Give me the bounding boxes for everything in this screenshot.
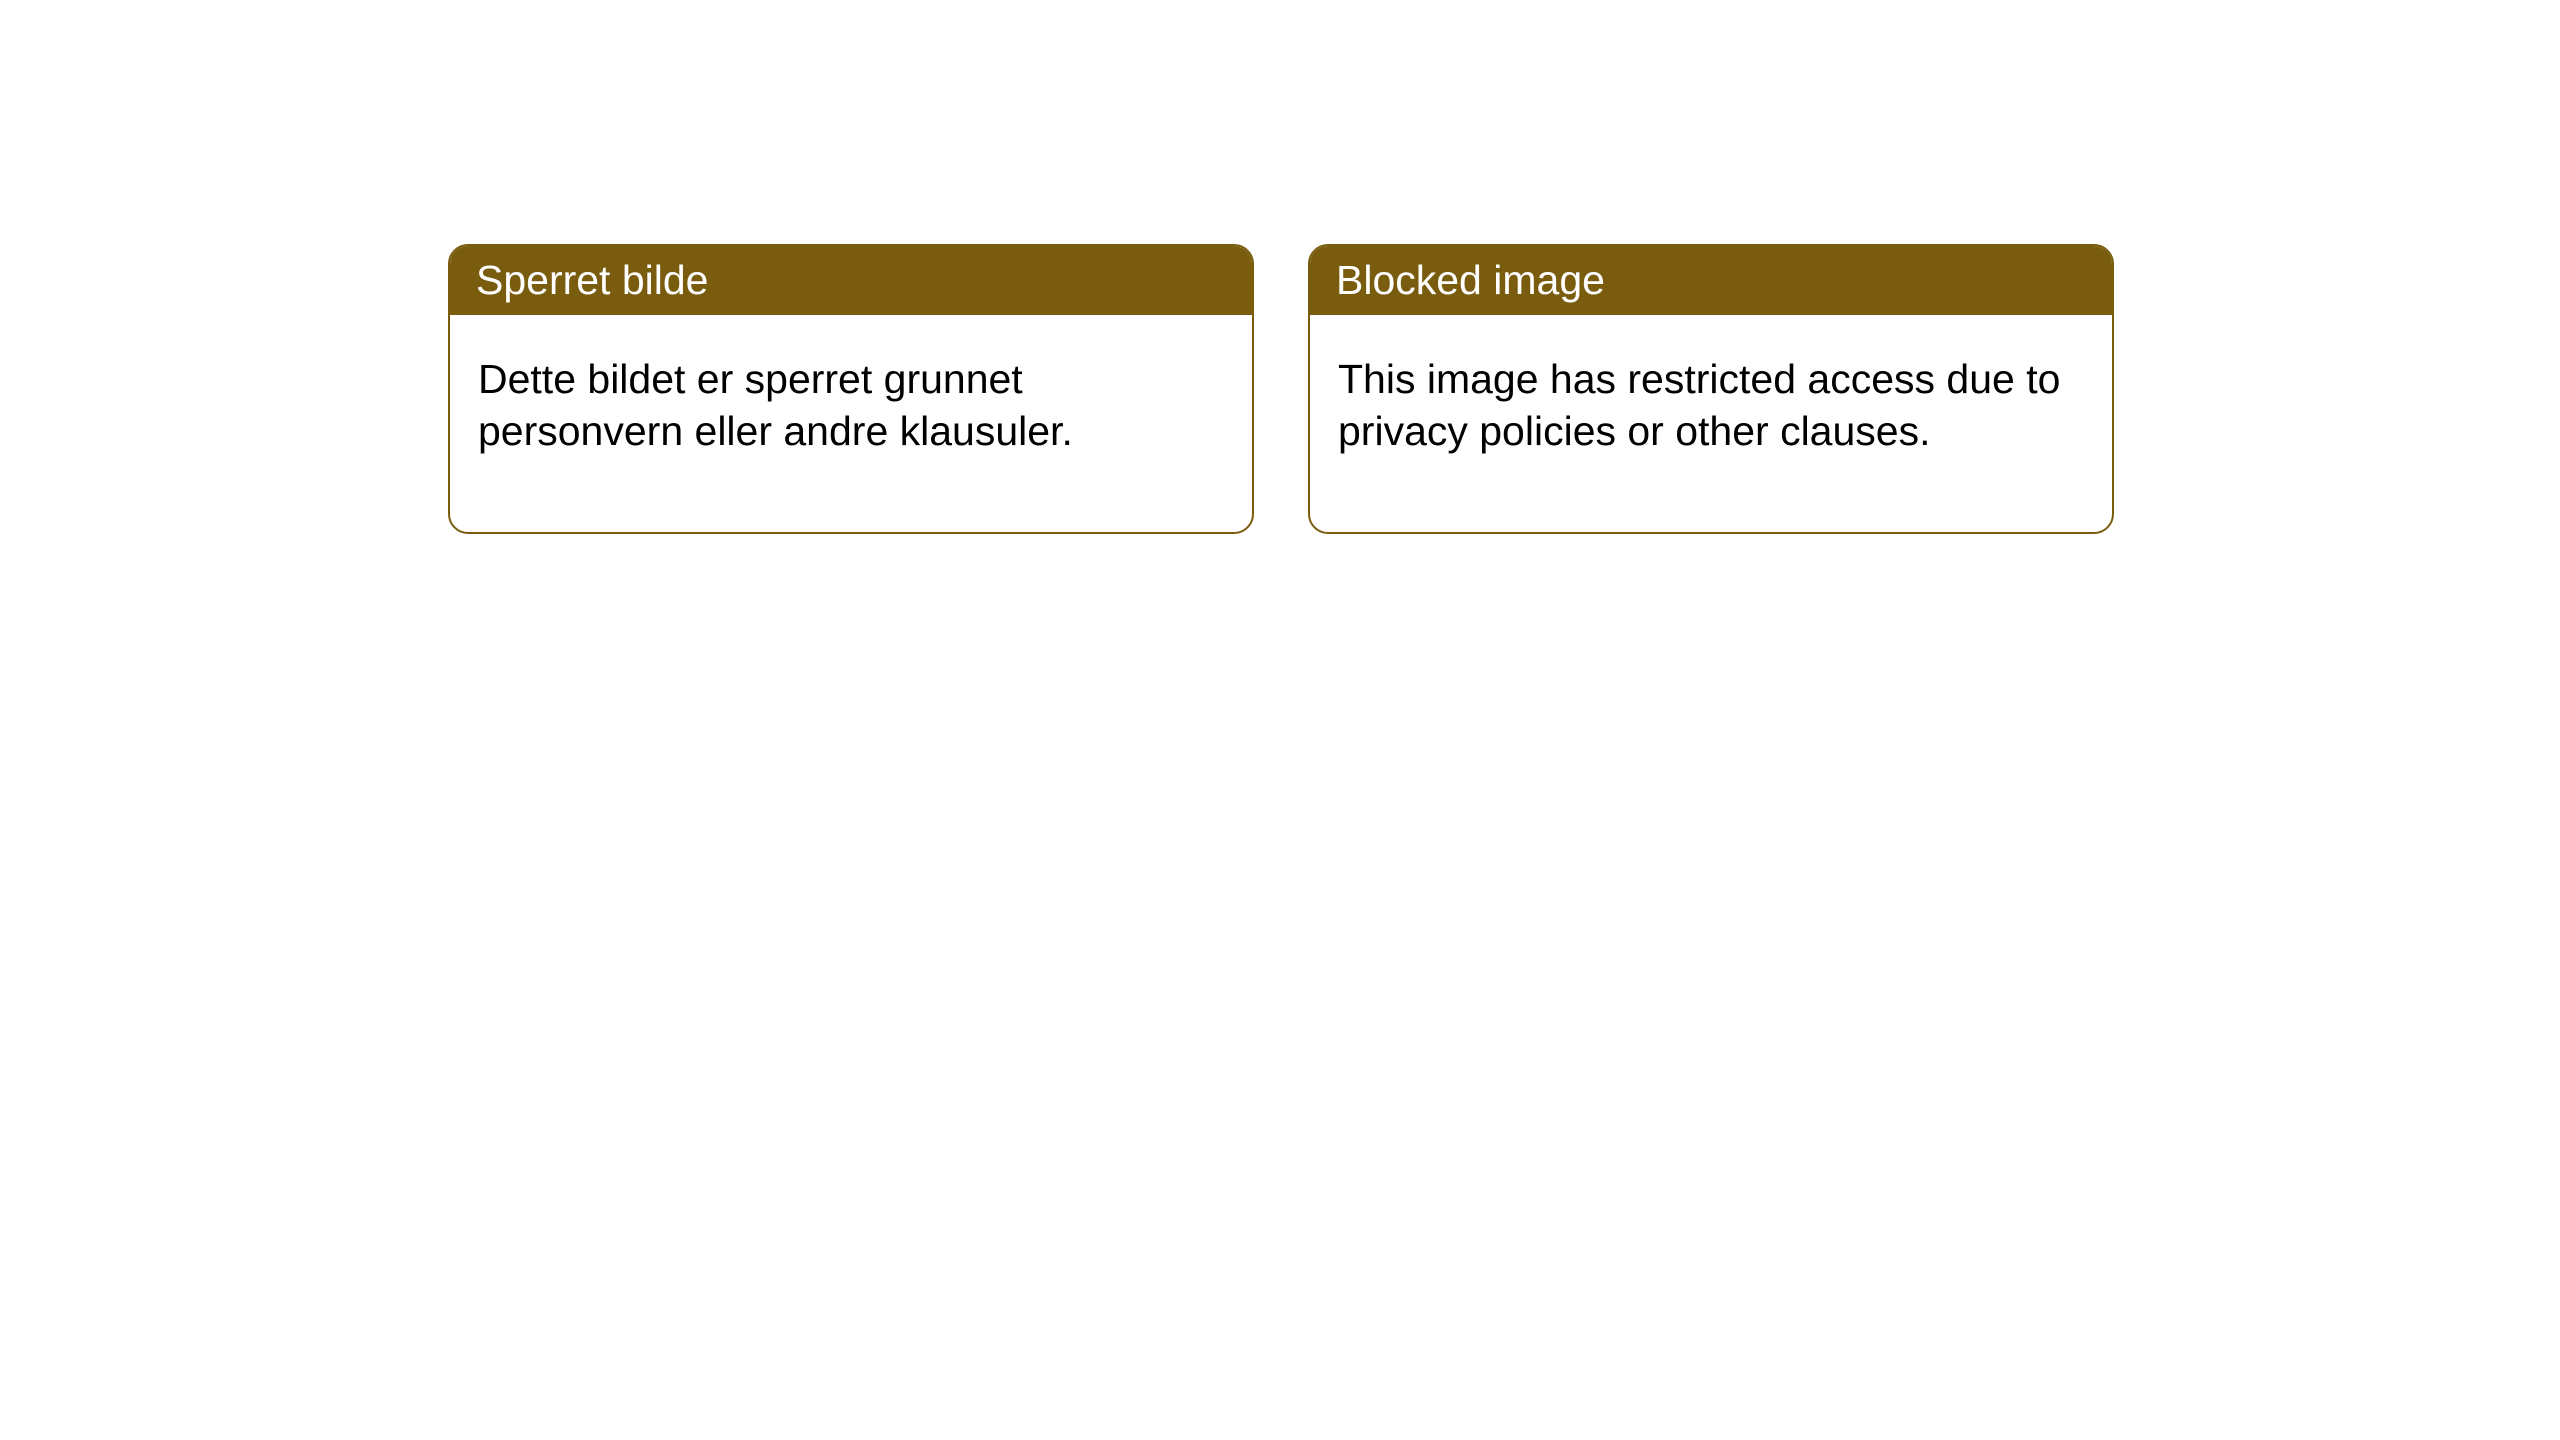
notice-title: Blocked image <box>1310 246 2112 315</box>
notice-card-norwegian: Sperret bilde Dette bildet er sperret gr… <box>448 244 1254 534</box>
notice-container: Sperret bilde Dette bildet er sperret gr… <box>0 0 2560 534</box>
notice-card-english: Blocked image This image has restricted … <box>1308 244 2114 534</box>
notice-title: Sperret bilde <box>450 246 1252 315</box>
notice-body: Dette bildet er sperret grunnet personve… <box>450 315 1252 532</box>
notice-body: This image has restricted access due to … <box>1310 315 2112 532</box>
